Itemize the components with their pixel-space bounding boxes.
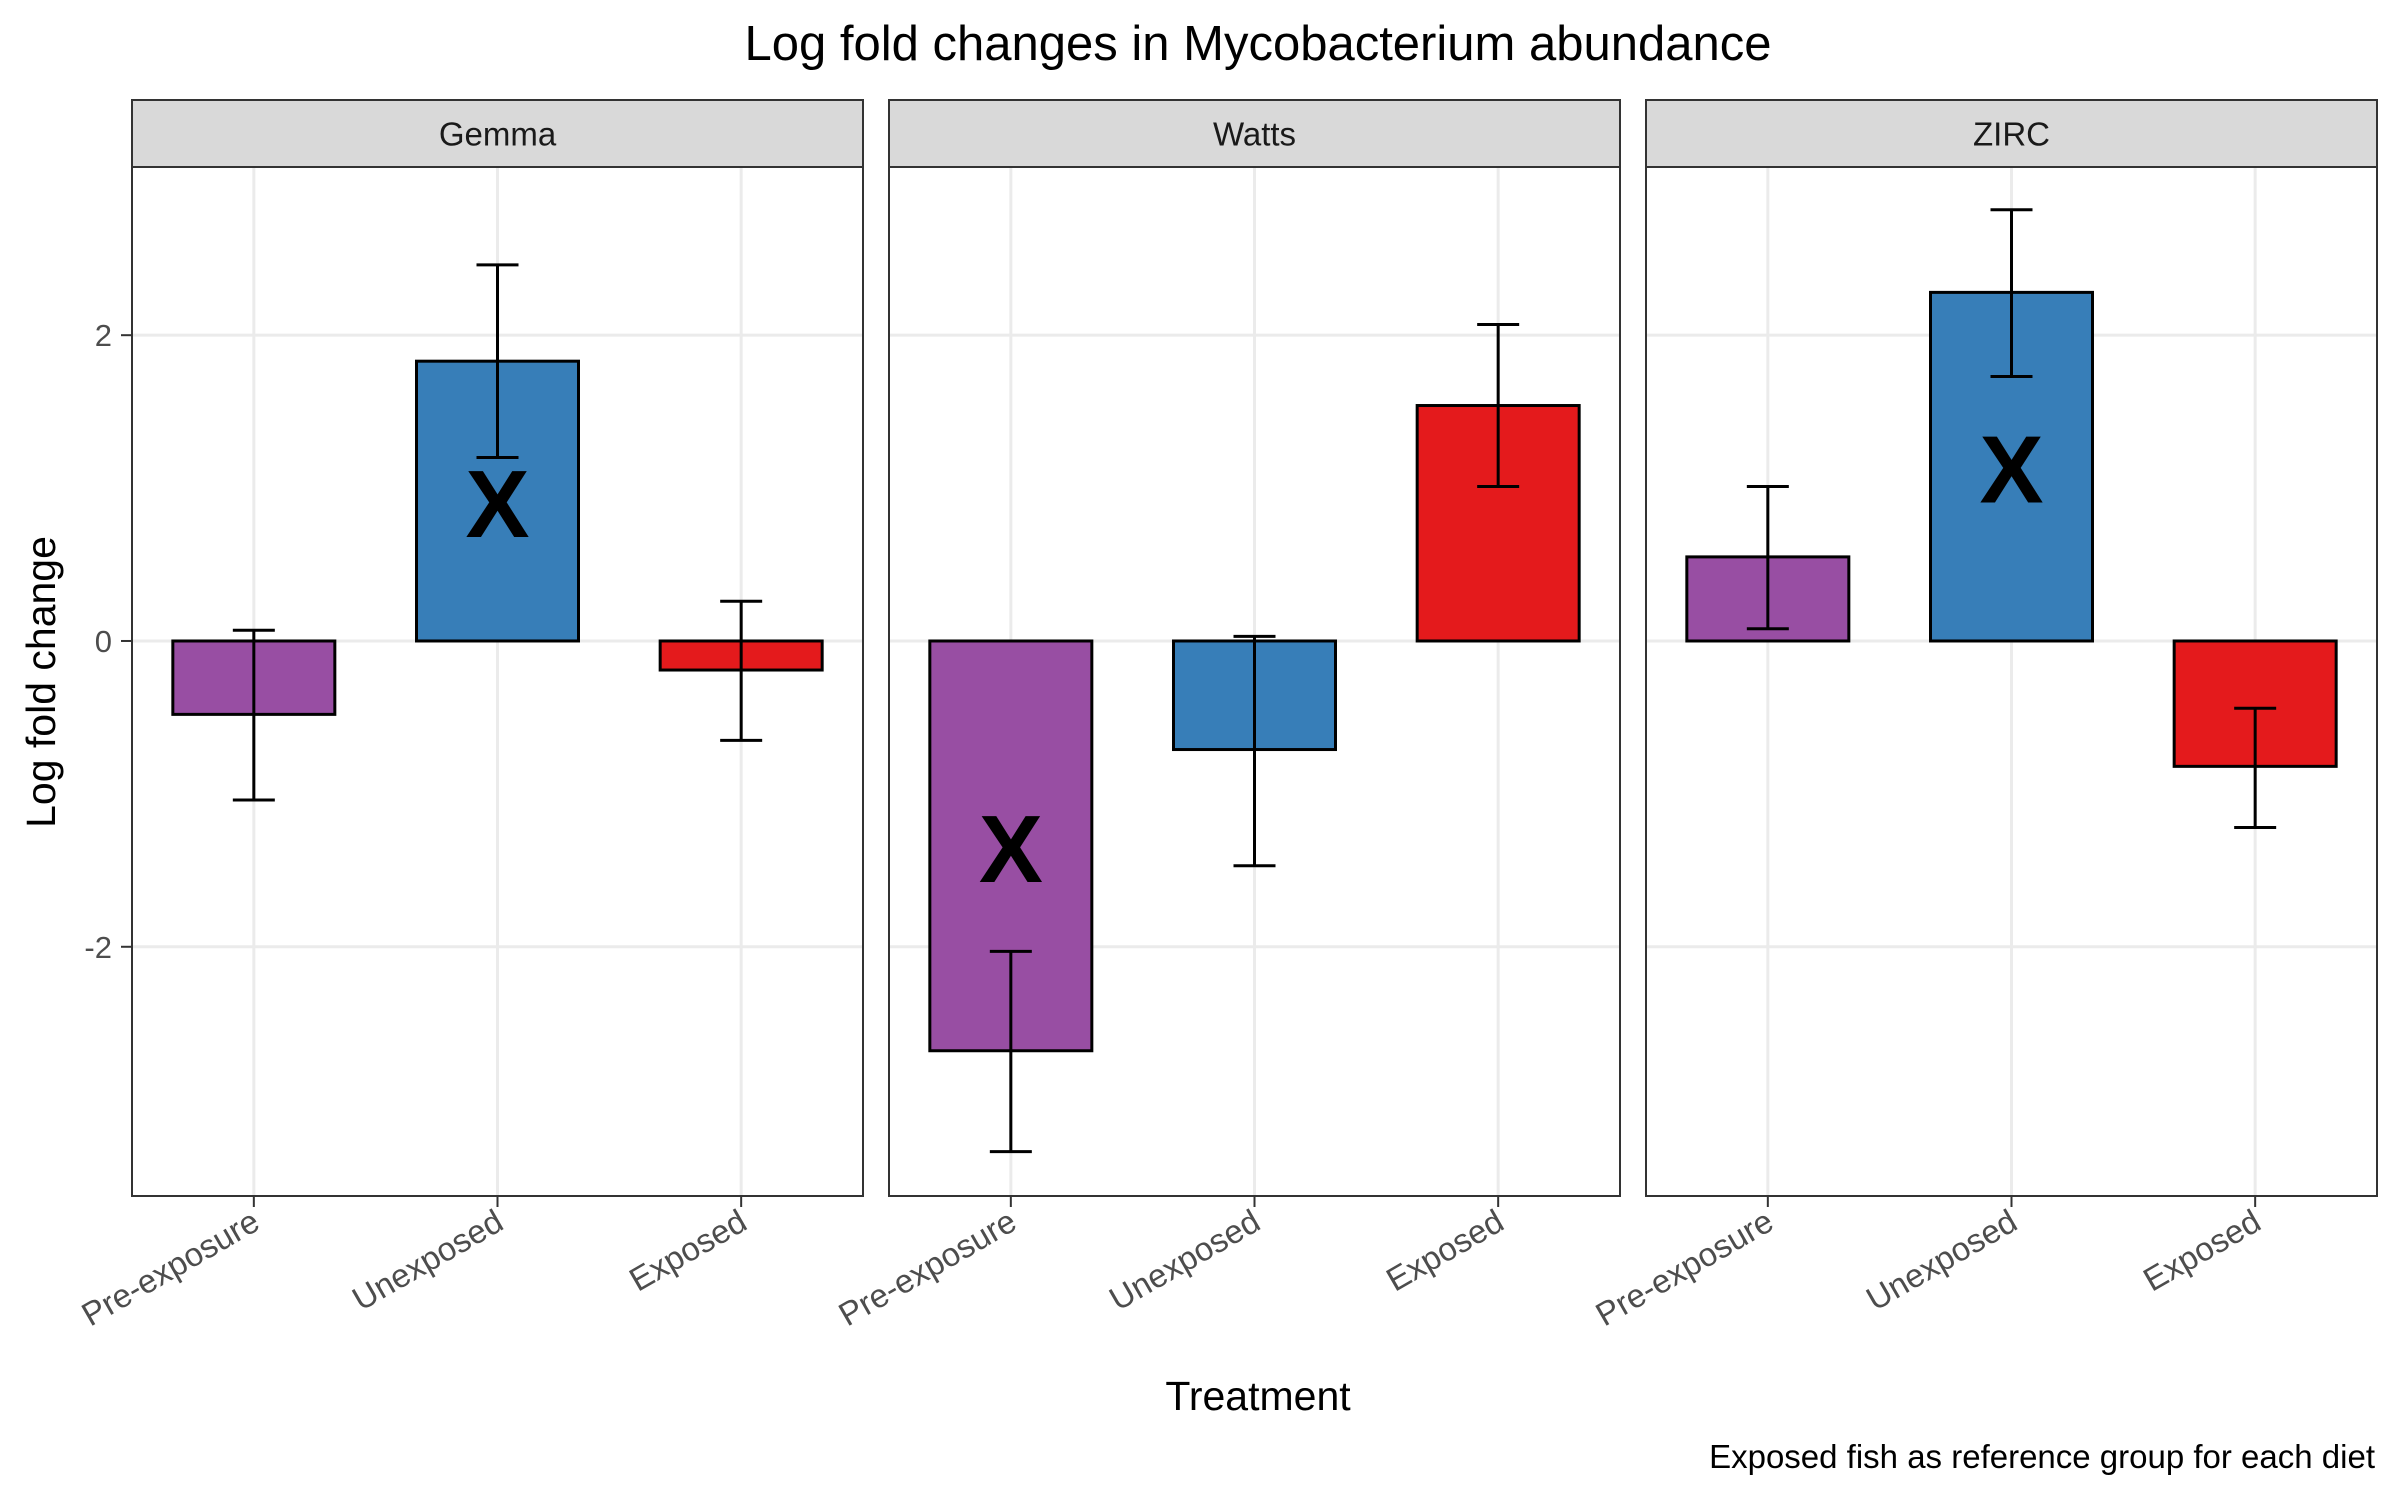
facet-strip: [131, 99, 864, 168]
bar-gemma-unexposed: [415, 359, 580, 643]
chart-title: Log fold changes in Mycobacterium abunda…: [745, 17, 1772, 71]
significance-marker: X: [1979, 417, 2043, 524]
facet-strip: [888, 99, 1621, 168]
facet-panel-watts: Watts X Pre-exposure Unexposed Exposed: [832, 99, 1621, 1333]
y-axis-title: Log fold change: [18, 536, 64, 828]
panel-border: [1645, 166, 2378, 1197]
error-bar: [1990, 208, 2033, 378]
error-bar: [1477, 322, 1520, 489]
error-bar: [232, 628, 275, 802]
significance-marker: X: [465, 451, 529, 558]
x-tick-label: Pre-exposure: [1589, 1202, 1779, 1333]
facet-strip-label: ZIRC: [1973, 116, 2050, 153]
panel-border: [888, 166, 1621, 1197]
error-bar: [2234, 706, 2277, 830]
facet-panel-gemma: Gemma Pre-exposure X Unexposed Exposed -2 0 2: [75, 99, 864, 1333]
y-tick-label: -2: [84, 930, 112, 965]
x-tick-label: Exposed: [2137, 1202, 2267, 1298]
x-tick-label: Unexposed: [346, 1202, 509, 1318]
error-bar: [476, 263, 519, 460]
facet-panels: Gemma Pre-exposure X Unexposed Exposed -2 0 2 Wa…: [75, 99, 2378, 1333]
error-bar: [989, 949, 1032, 1154]
chart-caption: Exposed fish as reference group for each…: [1709, 1438, 2375, 1475]
y-tick-label: 0: [95, 624, 112, 659]
x-tick-label: Exposed: [623, 1202, 753, 1298]
x-tick-label: Unexposed: [1103, 1202, 1266, 1318]
facet-strip-label: Watts: [1213, 116, 1296, 153]
panel-border: [131, 166, 864, 1197]
x-tick-label: Unexposed: [1860, 1202, 2023, 1318]
x-tick-label: Exposed: [1380, 1202, 1510, 1298]
error-bar: [1746, 485, 1789, 631]
y-tick-label: 2: [95, 318, 112, 353]
facet-panel-zirc: ZIRC Pre-exposure X Unexposed Exposed: [1589, 99, 2378, 1333]
x-tick-label: Pre-exposure: [75, 1202, 265, 1333]
error-bar: [720, 599, 763, 742]
facet-strip-label: Gemma: [439, 116, 557, 153]
facet-strip: [1645, 99, 2378, 168]
x-axis-title: Treatment: [1165, 1373, 1351, 1419]
x-tick-label: Pre-exposure: [832, 1202, 1022, 1333]
error-bar: [1233, 634, 1276, 868]
significance-marker: X: [979, 796, 1043, 903]
